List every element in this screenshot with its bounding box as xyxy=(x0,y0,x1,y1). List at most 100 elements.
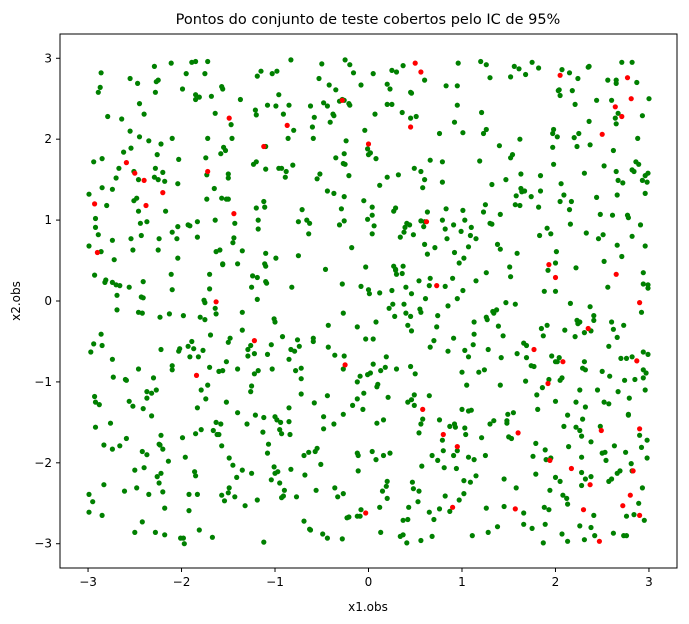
green-point xyxy=(363,264,369,270)
green-point xyxy=(141,111,147,117)
green-point xyxy=(187,223,193,229)
green-point xyxy=(264,351,271,357)
green-point xyxy=(341,353,347,359)
green-point xyxy=(214,431,220,438)
green-point xyxy=(225,490,231,496)
green-point xyxy=(193,431,199,437)
green-point xyxy=(343,138,349,144)
green-point xyxy=(587,142,593,148)
green-point xyxy=(378,529,384,536)
green-point xyxy=(175,224,181,230)
green-point xyxy=(358,507,364,513)
green-point xyxy=(254,274,260,281)
green-point xyxy=(521,521,527,527)
green-point xyxy=(529,59,535,65)
green-point xyxy=(497,246,503,252)
y-tick-label: 2 xyxy=(44,132,52,146)
green-point xyxy=(346,101,352,107)
green-point xyxy=(418,168,424,175)
green-point xyxy=(622,377,628,383)
green-point xyxy=(489,221,495,227)
green-point xyxy=(130,403,136,409)
green-point xyxy=(380,452,387,459)
green-point xyxy=(262,261,268,267)
green-point xyxy=(497,382,503,388)
green-point xyxy=(239,327,245,333)
green-point xyxy=(181,541,187,547)
green-point xyxy=(478,58,484,65)
green-point xyxy=(501,476,507,482)
green-point xyxy=(576,130,582,137)
green-point xyxy=(281,487,287,493)
green-point xyxy=(382,364,388,370)
green-point xyxy=(591,313,597,319)
green-point xyxy=(91,341,97,347)
green-point xyxy=(86,243,92,249)
green-point xyxy=(203,155,209,161)
green-point xyxy=(357,373,363,379)
green-point xyxy=(109,446,115,452)
green-point xyxy=(205,58,211,65)
green-point xyxy=(552,474,559,480)
green-point xyxy=(574,143,580,150)
green-point xyxy=(468,224,474,230)
green-point xyxy=(204,196,210,202)
green-point xyxy=(263,166,269,172)
green-point xyxy=(436,506,443,512)
red-point xyxy=(624,75,631,81)
green-point xyxy=(144,395,150,401)
red-point xyxy=(585,325,591,332)
green-point xyxy=(559,67,565,73)
green-point xyxy=(403,284,409,290)
green-point xyxy=(419,463,425,469)
green-point xyxy=(379,488,386,494)
red-point xyxy=(213,299,219,305)
green-point xyxy=(95,89,101,95)
green-point xyxy=(135,177,142,183)
green-point xyxy=(623,355,630,361)
green-point xyxy=(542,447,548,453)
green-point xyxy=(119,116,125,122)
green-point xyxy=(579,469,585,476)
green-point xyxy=(149,413,155,419)
green-point xyxy=(523,71,529,78)
green-point xyxy=(489,181,495,188)
green-point xyxy=(416,430,422,436)
green-point xyxy=(350,402,356,408)
y-tick-label: 0 xyxy=(44,294,52,308)
green-point xyxy=(198,427,204,433)
green-point xyxy=(213,311,219,317)
green-point xyxy=(431,338,437,344)
green-point xyxy=(451,249,458,256)
green-point xyxy=(249,383,255,389)
green-point xyxy=(610,147,617,154)
green-point xyxy=(495,323,501,329)
green-point xyxy=(393,205,399,211)
red-point xyxy=(568,465,575,472)
green-point xyxy=(454,102,460,108)
green-point xyxy=(96,402,102,408)
green-point xyxy=(566,70,573,76)
green-point xyxy=(285,135,291,141)
green-point xyxy=(568,198,575,205)
green-point xyxy=(621,533,627,539)
green-point xyxy=(483,126,489,133)
red-point xyxy=(596,538,603,544)
green-point xyxy=(422,241,428,247)
green-point xyxy=(629,59,635,65)
green-point xyxy=(537,173,544,179)
green-point xyxy=(625,411,632,417)
green-point xyxy=(321,414,327,420)
green-point xyxy=(518,171,524,177)
green-point xyxy=(221,498,228,504)
red-point xyxy=(450,504,456,510)
green-point xyxy=(310,338,316,345)
green-point xyxy=(354,324,360,330)
green-point xyxy=(435,313,441,319)
green-point xyxy=(410,232,416,238)
green-point xyxy=(594,387,601,393)
green-point xyxy=(426,393,432,399)
green-point xyxy=(534,392,540,398)
y-axis-label: x2.obs xyxy=(9,281,23,321)
green-point xyxy=(175,181,181,187)
